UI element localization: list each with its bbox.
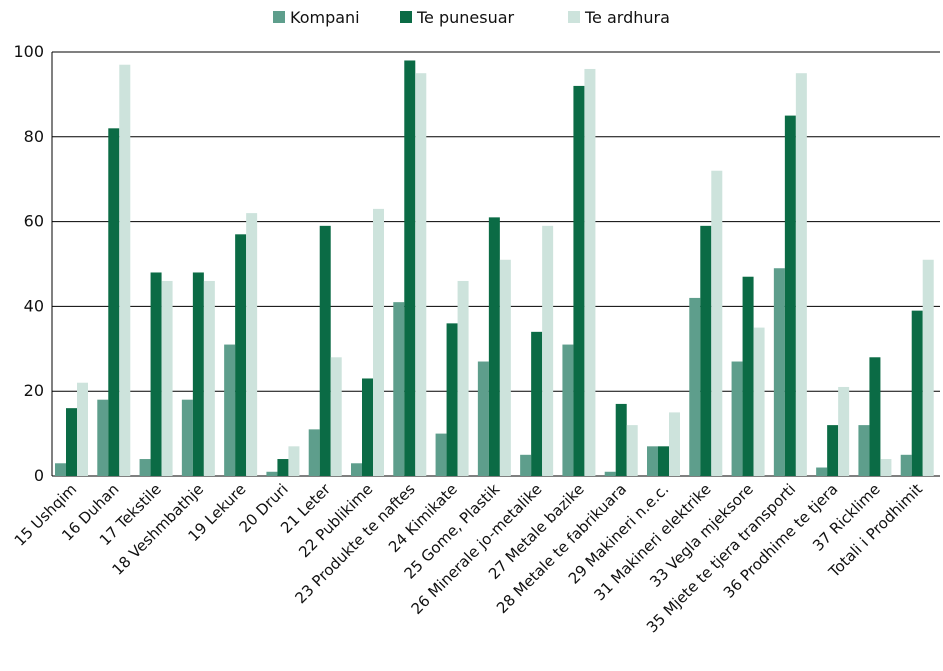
bar-te-ardhura-totali-i-prodhimit xyxy=(922,259,934,476)
bar-kompani-20-druri xyxy=(266,471,278,476)
y-tick-label-80: 80 xyxy=(24,127,44,146)
bar-kompani-19-lekure xyxy=(224,344,236,476)
bar-kompani-21-leter xyxy=(308,429,320,476)
bar-te-ardhura-28-metale-te-fabrikuara xyxy=(626,425,638,476)
bar-te-punesuar-21-leter xyxy=(319,225,331,476)
bar-te-punesuar-29-makineri-n-e-c xyxy=(658,446,669,476)
bar-kompani-28-metale-te-fabrikuara xyxy=(604,471,616,476)
bar-te-punesuar-16-duhan xyxy=(108,128,120,476)
bar-te-ardhura-16-duhan xyxy=(119,64,131,476)
bar-kompani-24-kimikate xyxy=(435,433,447,476)
bar-te-ardhura-37-ricklime xyxy=(880,459,892,476)
bar-te-punesuar-18-veshmbathje xyxy=(192,272,204,476)
bar-te-ardhura-20-druri xyxy=(288,446,300,476)
y-tick-label-100: 100 xyxy=(13,42,44,61)
bar-te-punesuar-20-druri xyxy=(277,459,289,476)
bar-te-punesuar-15-ushqim xyxy=(66,408,77,476)
legend-label-kompani: Kompani xyxy=(290,8,360,27)
bar-te-punesuar-27-metale-bazike xyxy=(573,85,585,477)
bar-te-punesuar-25-gome-plastik xyxy=(488,217,500,477)
bar-te-ardhura-18-veshmbathje xyxy=(203,280,215,476)
bar-te-punesuar-31-makineri-elektrike xyxy=(700,225,712,476)
bar-te-ardhura-33-vegla-mjeksore xyxy=(753,327,765,476)
bar-te-ardhura-19-lekure xyxy=(246,213,258,476)
bar-te-ardhura-21-leter xyxy=(330,357,342,476)
bar-kompani-33-vegla-mjeksore xyxy=(731,361,743,476)
legend: Kompani Te punesuar Te ardhura xyxy=(273,8,670,27)
bar-te-punesuar-totali-i-prodhimit xyxy=(911,310,923,476)
bar-kompani-25-gome-plastik xyxy=(477,361,489,476)
y-tick-label-60: 60 xyxy=(24,212,44,231)
bar-kompani-35-mjete-te-tjera-transporti xyxy=(773,268,785,476)
bars xyxy=(55,60,934,477)
bar-te-ardhura-29-makineri-n-e-c xyxy=(669,412,680,476)
bar-te-punesuar-26-minerale-jo-metalike xyxy=(531,331,543,476)
bar-kompani-36-prodhime-te-tjera xyxy=(816,467,828,476)
bar-kompani-15-ushqim xyxy=(55,463,66,476)
bar-te-ardhura-31-makineri-elektrike xyxy=(711,170,723,476)
y-tick-label-0: 0 xyxy=(34,466,44,485)
bar-te-punesuar-28-metale-te-fabrikuara xyxy=(615,403,627,476)
bar-te-ardhura-22-publikime xyxy=(373,208,384,476)
bar-kompani-29-makineri-n-e-c xyxy=(647,446,658,476)
bar-kompani-23-produkte-te-naftes xyxy=(393,302,405,476)
bar-kompani-17-tekstile xyxy=(139,459,151,476)
y-tick-label-20: 20 xyxy=(24,381,44,400)
bar-te-ardhura-25-gome-plastik xyxy=(499,259,511,476)
bar-kompani-26-minerale-jo-metalike xyxy=(520,454,532,476)
legend-label-te-punesuar: Te punesuar xyxy=(416,8,515,27)
bar-kompani-27-metale-bazike xyxy=(562,344,574,476)
bar-kompani-31-makineri-elektrike xyxy=(689,297,701,476)
legend-swatch-kompani xyxy=(273,11,285,23)
legend-label-te-ardhura: Te ardhura xyxy=(584,8,670,27)
bar-te-ardhura-23-produkte-te-naftes xyxy=(415,73,427,476)
bar-te-punesuar-23-produkte-te-naftes xyxy=(404,60,416,476)
bar-te-ardhura-35-mjete-te-tjera-transporti xyxy=(795,73,807,476)
bar-te-ardhura-24-kimikate xyxy=(457,280,469,476)
bar-kompani-totali-i-prodhimit xyxy=(900,454,912,476)
bar-te-punesuar-24-kimikate xyxy=(446,323,458,476)
bar-te-punesuar-33-vegla-mjeksore xyxy=(742,276,754,476)
bar-te-punesuar-22-publikime xyxy=(362,378,373,476)
bar-te-ardhura-15-ushqim xyxy=(77,382,88,476)
bar-kompani-22-publikime xyxy=(351,463,362,476)
legend-swatch-te-punesuar xyxy=(400,11,412,23)
bar-te-ardhura-36-prodhime-te-tjera xyxy=(838,386,850,476)
bar-kompani-18-veshmbathje xyxy=(181,399,193,476)
bar-te-punesuar-19-lekure xyxy=(235,234,247,476)
bar-te-ardhura-17-tekstile xyxy=(161,280,173,476)
bar-kompani-16-duhan xyxy=(97,399,109,476)
legend-swatch-te-ardhura xyxy=(568,11,580,23)
bar-kompani-37-ricklime xyxy=(858,425,870,476)
bar-te-ardhura-26-minerale-jo-metalike xyxy=(542,225,554,476)
bar-te-punesuar-17-tekstile xyxy=(150,272,162,476)
bar-te-ardhura-27-metale-bazike xyxy=(584,68,596,477)
bar-te-punesuar-35-mjete-te-tjera-transporti xyxy=(784,115,796,476)
bar-te-punesuar-36-prodhime-te-tjera xyxy=(827,425,839,476)
y-axis: 0 20 40 60 80 100 xyxy=(13,42,53,485)
bar-te-punesuar-37-ricklime xyxy=(869,357,881,476)
y-tick-label-40: 40 xyxy=(24,296,44,315)
